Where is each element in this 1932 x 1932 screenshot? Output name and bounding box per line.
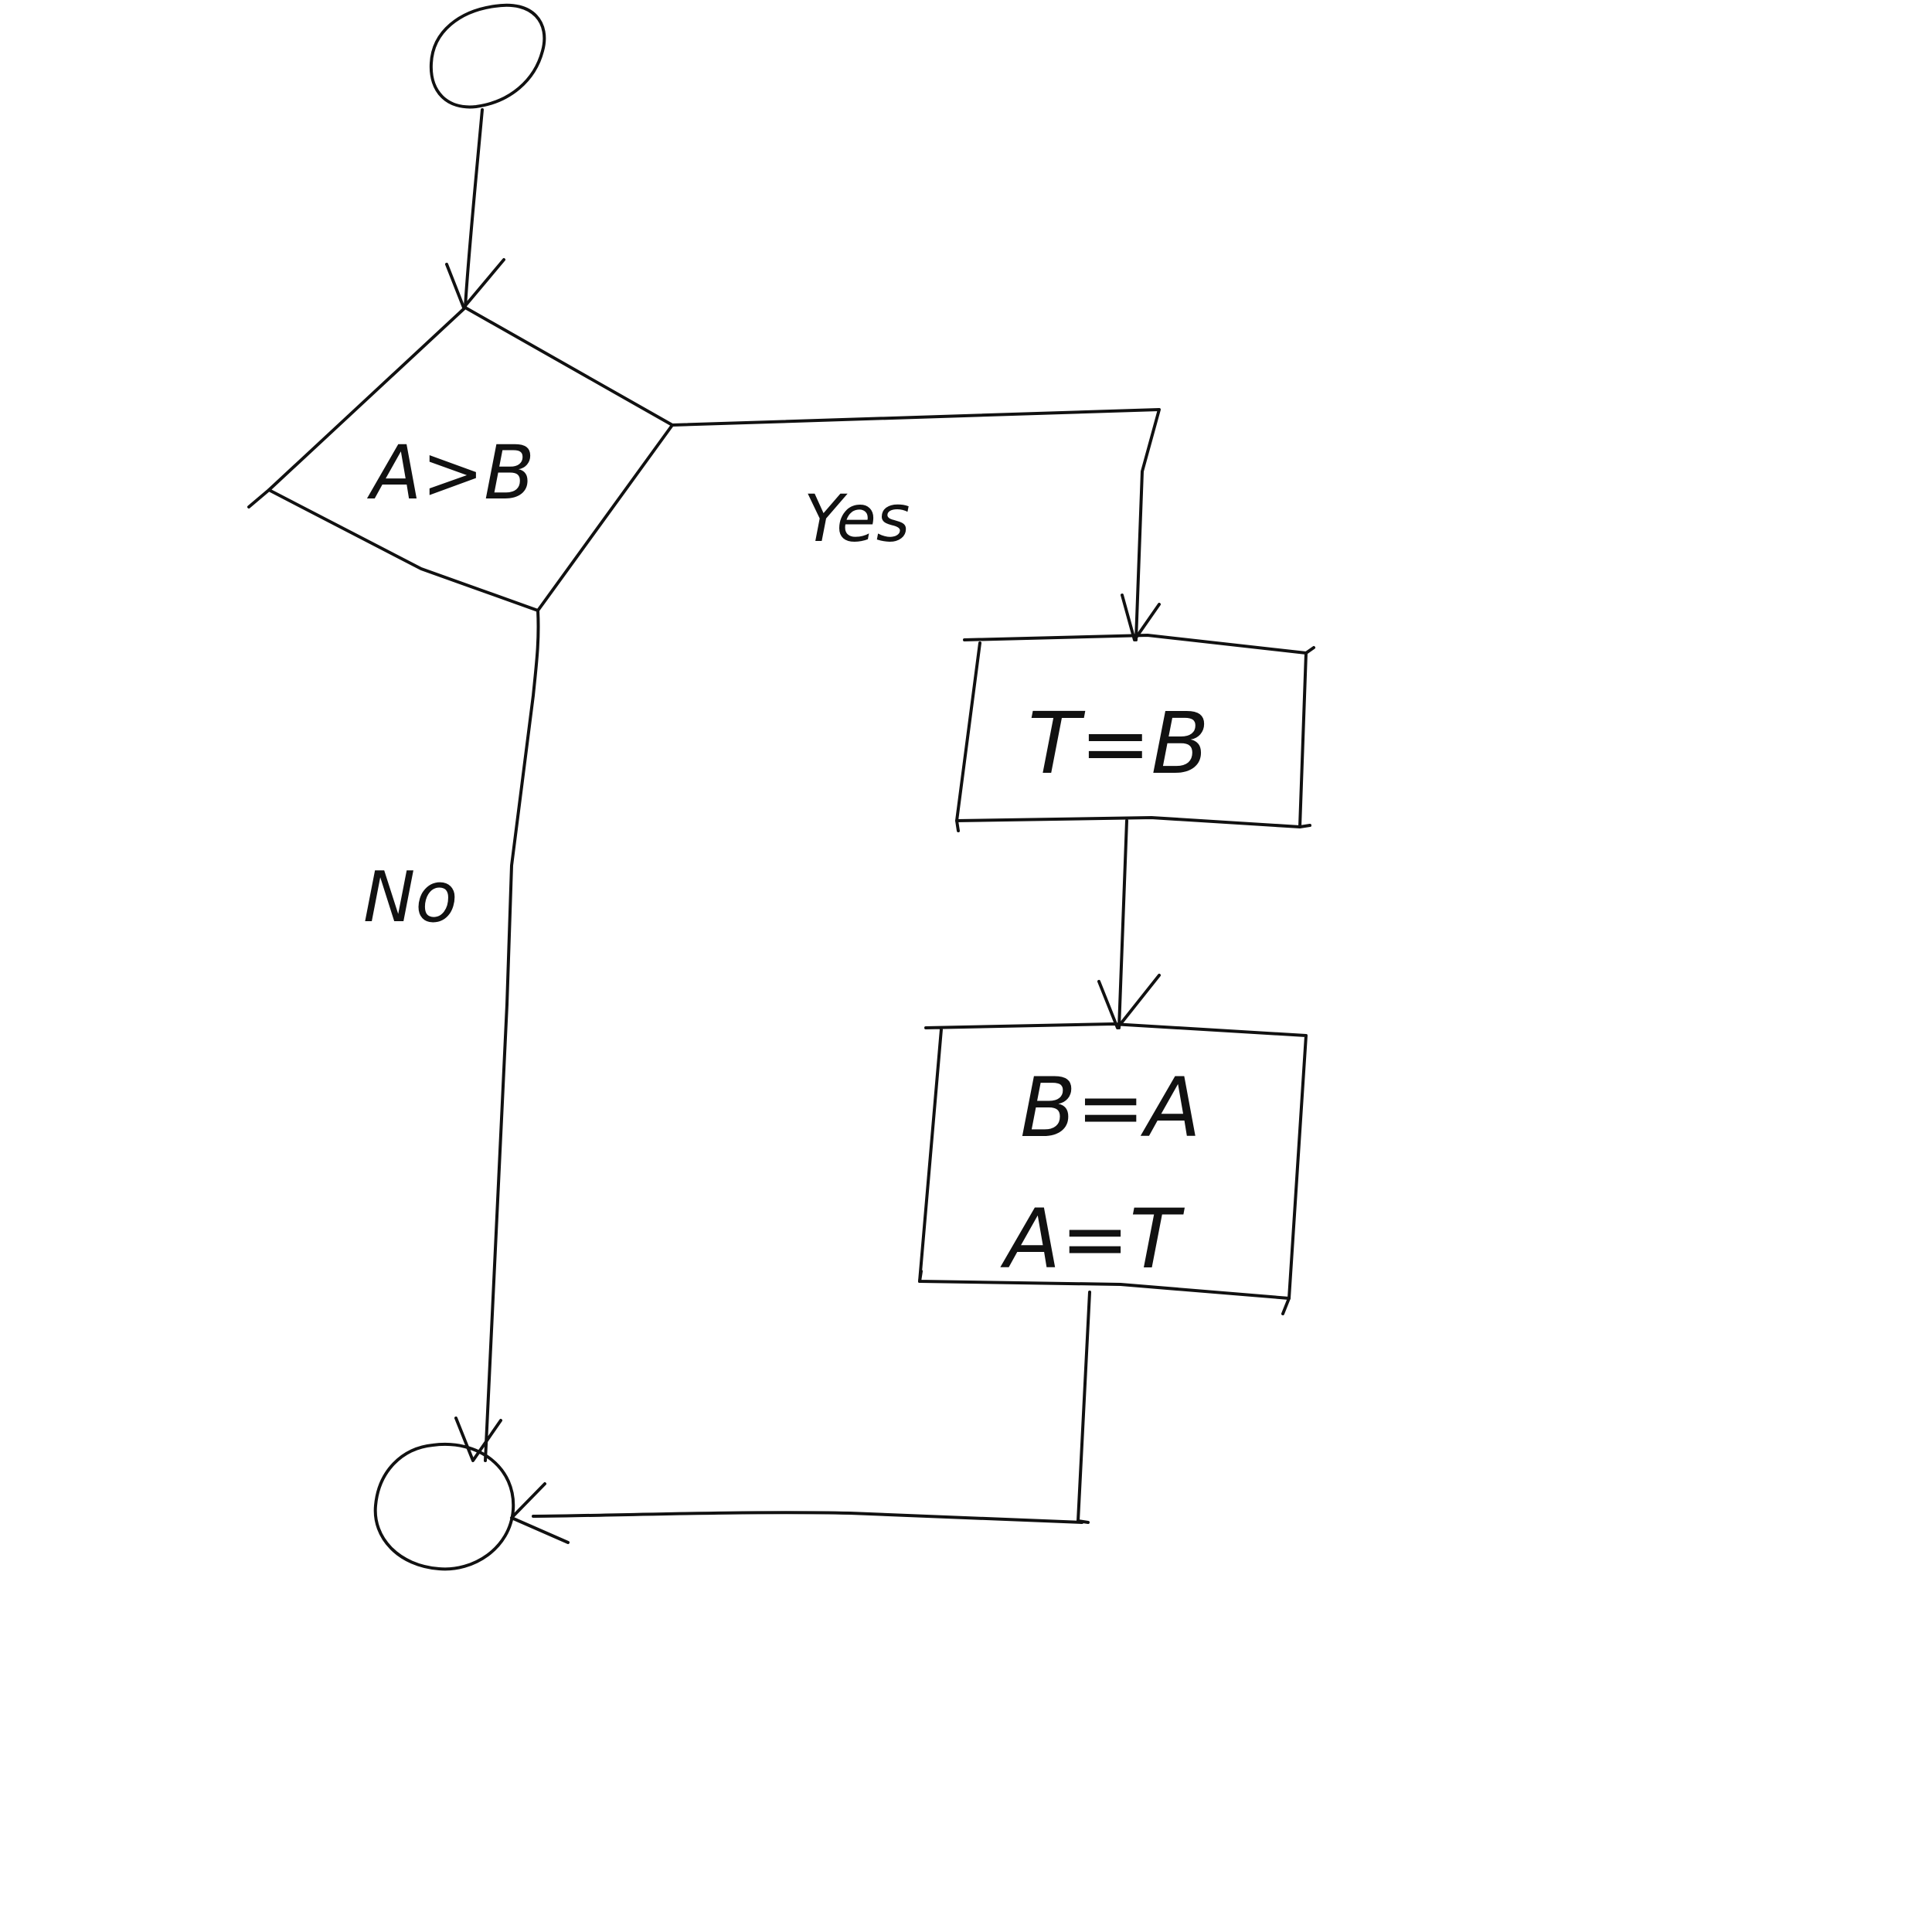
process2-line2: A=T — [1000, 1192, 1185, 1287]
start-circle — [429, 3, 546, 109]
decision-label: A>B — [366, 430, 535, 516]
arrowhead-end-right — [510, 1482, 570, 1544]
process2-line1: B=A — [1020, 1060, 1201, 1155]
decision-diamond-tick — [247, 488, 270, 509]
end-circle — [373, 1442, 515, 1571]
process2-to-end-line — [532, 1291, 1091, 1524]
yes-branch-line — [671, 408, 1161, 641]
decision-diamond — [267, 306, 674, 612]
process-box-2-ticks — [918, 1270, 1291, 1315]
arrowhead-end-top — [454, 1417, 502, 1462]
arrowhead-process1 — [1121, 594, 1161, 641]
process1-to-process2-line — [1117, 819, 1128, 1029]
process-box-1-ticks — [955, 646, 1315, 832]
arrowhead-process2 — [1097, 974, 1161, 1029]
no-label: No — [363, 857, 457, 938]
arrowhead-decision — [445, 258, 505, 309]
yes-label: Yes — [804, 481, 910, 556]
no-branch-line — [484, 609, 540, 1462]
start-to-decision-line — [464, 108, 484, 309]
process1-label: T=B — [1028, 694, 1209, 793]
